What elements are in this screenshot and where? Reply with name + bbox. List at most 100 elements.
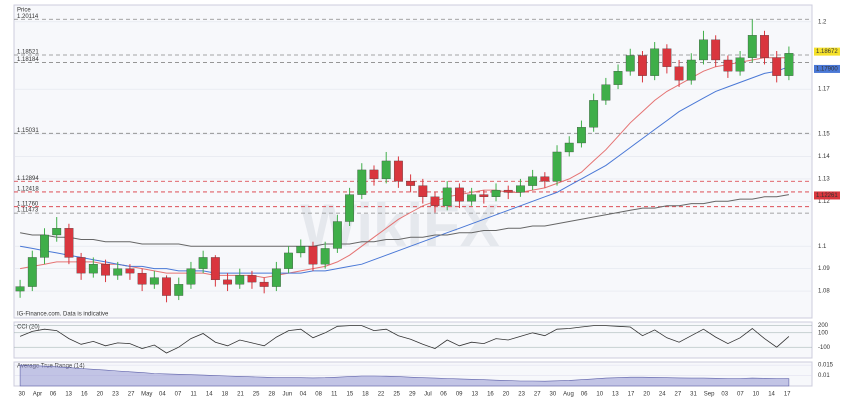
y-tick-label: 1.12: [818, 199, 830, 205]
moving-average: [20, 66, 790, 274]
candle-body: [613, 71, 623, 85]
candle-body: [320, 248, 330, 265]
candle-body: [442, 187, 452, 206]
candle-body: [101, 264, 110, 276]
candle-body: [332, 221, 342, 249]
watermark: WikiFX: [300, 192, 499, 259]
candle-body: [552, 151, 562, 182]
y-tick-label: 1.13: [818, 176, 830, 182]
x-tick-label: 06: [50, 392, 57, 398]
moving-average: [20, 57, 789, 279]
candle-body: [296, 246, 306, 254]
candle-body: [381, 160, 391, 180]
cci-label: CCI (20): [17, 325, 40, 331]
level-label: 1.12418: [17, 187, 39, 193]
x-tick-label: 30: [550, 392, 557, 398]
x-tick-label: 18: [222, 392, 229, 398]
x-tick-label: 30: [18, 392, 25, 398]
level-label: 1.18184: [17, 57, 39, 63]
candle-body: [418, 185, 428, 197]
x-tick-label: 20: [503, 392, 510, 398]
candle-body: [308, 246, 318, 265]
candle-body: [40, 234, 49, 258]
x-tick-label: 13: [65, 392, 72, 398]
x-tick-label: 22: [378, 392, 385, 398]
candle-body: [406, 180, 416, 186]
candle-body: [577, 127, 586, 144]
candle-body: [699, 39, 708, 61]
x-tick-label: Apr: [33, 392, 42, 398]
candle-body: [137, 272, 147, 285]
x-tick-label: May: [141, 392, 152, 398]
level-label: 1.18521: [17, 50, 39, 56]
candle-body: [686, 59, 696, 81]
x-tick-label: 10: [753, 392, 760, 398]
price-marker: [814, 64, 840, 73]
candle-body: [467, 194, 477, 202]
price-marker: [814, 47, 840, 56]
atr-area: [19, 364, 790, 387]
x-tick-label: 25: [393, 392, 400, 398]
cci-tick-label: 200: [818, 323, 829, 329]
x-tick-label: 27: [534, 392, 541, 398]
cci-line: [19, 325, 790, 354]
x-tick-label: 27: [675, 392, 682, 398]
x-tick-label: 11: [191, 392, 198, 398]
x-tick-label: 23: [518, 392, 525, 398]
candle-body: [284, 252, 293, 269]
level-label: 1.11760: [17, 201, 39, 207]
x-tick-label: 20: [97, 392, 104, 398]
candle-body: [76, 257, 86, 274]
candle-body: [516, 185, 525, 193]
candle-body: [723, 59, 733, 72]
candle-body: [15, 286, 25, 292]
candle-body: [430, 196, 440, 206]
candle-body: [174, 284, 184, 296]
x-tick-label: 13: [612, 392, 619, 398]
price-marker-label: 1.17900: [816, 67, 838, 73]
candle-body: [601, 84, 611, 101]
candle-body: [747, 35, 757, 58]
x-tick-label: 24: [659, 392, 666, 398]
candle-body: [454, 187, 464, 202]
y-tick-label: 1.08: [818, 289, 830, 295]
candle-body: [186, 268, 196, 285]
x-tick-label: 17: [784, 392, 791, 398]
price-marker-label: 1.18672: [816, 49, 838, 55]
candle-body: [113, 268, 123, 276]
x-tick-label: 17: [628, 392, 635, 398]
candle-body: [27, 257, 37, 287]
candle-body: [491, 189, 501, 197]
candle-body: [760, 35, 769, 58]
x-tick-label: 16: [487, 392, 494, 398]
candle-body: [662, 48, 672, 67]
candle-body: [223, 279, 232, 285]
x-tick-label: 27: [128, 392, 135, 398]
level-label: 1.20114: [17, 14, 39, 20]
candle-body: [149, 277, 159, 285]
price-marker-label: 1.12261: [816, 193, 838, 199]
x-tick-label: 06: [440, 392, 447, 398]
x-tick-label: 25: [253, 392, 260, 398]
level-label: 1.15031: [17, 128, 39, 134]
level-label: 1.12894: [17, 176, 39, 182]
x-tick-label: 29: [409, 392, 416, 398]
source-note: IG-Finance.com. Data is indicative: [17, 312, 109, 318]
y-tick-label: 1.15: [818, 132, 830, 138]
x-tick-label: 21: [237, 392, 244, 398]
x-tick-label: Jun: [283, 392, 293, 398]
candle-body: [735, 57, 745, 72]
candle-body: [235, 275, 245, 285]
x-tick-label: 08: [315, 392, 322, 398]
atr-tick-label: 0.01: [818, 373, 830, 379]
x-tick-label: 06: [581, 392, 588, 398]
atr-tick-label: 0.015: [818, 363, 834, 369]
candle-body: [357, 169, 367, 195]
x-tick-label: 15: [346, 392, 353, 398]
x-tick-label: 09: [456, 392, 463, 398]
candle-body: [271, 268, 281, 287]
candle-body: [638, 55, 647, 76]
candle-body: [88, 264, 98, 274]
candle-body: [540, 176, 550, 182]
